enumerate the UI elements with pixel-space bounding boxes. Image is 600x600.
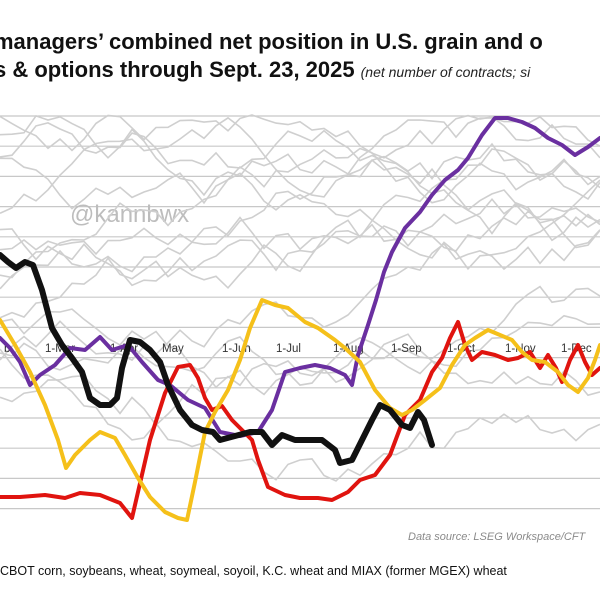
historical-line (0, 285, 600, 427)
title-note: (net number of contracts; si (360, 64, 531, 80)
chart-title: managers’ combined net position in U.S. … (0, 28, 600, 86)
line-chart: @kannbwx b 1-Mar 1-Apr May 1-Jun 1-Jul 1-Aug 1-… (0, 114, 600, 522)
historical-line (0, 147, 600, 279)
historical-line (0, 114, 600, 197)
x-tick-label: 1-Jul (276, 343, 301, 355)
historical-line (0, 197, 600, 290)
gridlines (0, 115, 600, 510)
x-tick-label: May (162, 343, 184, 355)
historical-line (0, 148, 600, 319)
title-line-2-text: s & options through Sept. 23, 2025 (0, 57, 355, 82)
x-tick-label: 1-Sep (391, 343, 422, 355)
historical-line (0, 157, 600, 271)
historical-line (0, 159, 600, 256)
title-line-2: s & options through Sept. 23, 2025 (net n… (0, 56, 594, 86)
historical-line (0, 314, 600, 386)
watermark-text: @kannbwx (70, 201, 189, 228)
footer-note: CBOT corn, soybeans, wheat, soymeal, soy… (0, 564, 507, 578)
series-line-gold (0, 298, 600, 522)
series-lines (0, 116, 600, 522)
historical-line (0, 114, 600, 159)
historical-lines (0, 114, 600, 482)
data-source: Data source: LSEG Workspace/CFT (408, 531, 586, 543)
x-tick-label: b (4, 343, 10, 355)
historical-line (0, 210, 600, 287)
series-line-black (0, 252, 435, 466)
title-line-1: managers’ combined net position in U.S. … (0, 29, 543, 54)
historical-line (0, 116, 600, 198)
historical-line (0, 129, 600, 242)
historical-line (0, 348, 600, 482)
series-line-purple (0, 116, 600, 438)
historical-line (0, 308, 600, 397)
